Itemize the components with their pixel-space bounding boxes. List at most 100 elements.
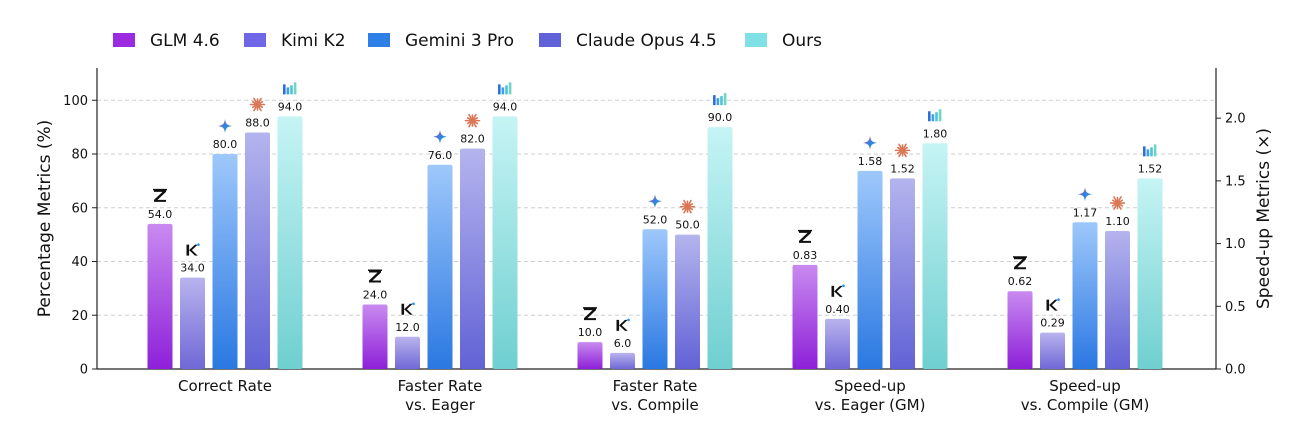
claude-asterisk-icon [1109, 196, 1126, 210]
bars-logo-icon [283, 82, 297, 95]
y-tick-label-right: 1.0 [1225, 237, 1246, 252]
category-label: vs. Eager (GM) [815, 396, 926, 414]
bars-logo-icon [928, 109, 942, 122]
legend-swatch-glm-4-6 [113, 33, 135, 47]
value-label-kimi-k2-1: 12.0 [395, 321, 420, 334]
claude-asterisk-icon [464, 113, 481, 128]
bar-claude-opus-4-5-3 [890, 178, 915, 369]
legend-label-claude-opus-4-5: Claude Opus 4.5 [576, 31, 717, 51]
gemini-sparkle-icon [218, 119, 232, 133]
bar-claude-opus-4-5-2 [675, 234, 700, 369]
legend-label-kimi-k2: Kimi K2 [281, 31, 346, 51]
bars-logo-icon [1143, 144, 1157, 157]
zhipu-z-icon [1013, 256, 1027, 270]
claude-asterisk-icon [249, 97, 266, 112]
bar-gemini-3-pro-0 [212, 154, 238, 369]
category-label: Faster Rate [398, 377, 483, 395]
value-label-ours-3: 1.80 [923, 127, 948, 140]
y-tick-label-left: 80 [71, 148, 88, 163]
bar-ours-1 [492, 116, 518, 369]
y-tick-label-left: 0 [80, 363, 88, 378]
zhipu-z-icon [368, 269, 382, 283]
y-axis-label-right: Speed-up Metrics (×) [1254, 128, 1274, 309]
bar-claude-opus-4-5-0 [245, 132, 270, 369]
y-tick-label-left: 40 [71, 255, 88, 270]
value-label-gemini-3-pro-3: 1.58 [858, 155, 883, 168]
bar-kimi-k2-4 [1040, 332, 1065, 369]
value-label-ours-2: 90.0 [708, 111, 733, 124]
value-label-ours-1: 94.0 [493, 100, 518, 113]
y-tick-label-left: 20 [71, 309, 88, 324]
y-tick-label-right: 1.5 [1225, 174, 1246, 189]
bar-claude-opus-4-5-4 [1105, 231, 1130, 369]
gemini-sparkle-icon [863, 135, 877, 150]
bar-ours-2 [707, 127, 733, 369]
zhipu-z-icon [583, 307, 597, 321]
y-tick-label-right: 2.0 [1225, 112, 1246, 127]
bars [147, 116, 1163, 369]
bar-glm-4-6-3 [792, 264, 818, 369]
bar-kimi-k2-3 [825, 318, 850, 369]
gemini-sparkle-icon [1078, 187, 1092, 202]
y-tick-label-right: 0.5 [1225, 300, 1246, 315]
bar-gemini-3-pro-1 [427, 164, 453, 369]
bar-glm-4-6-1 [362, 304, 388, 369]
category-label: Correct Rate [178, 377, 272, 395]
value-labels: 54.0 34.0 80.0 88.0 94.0 24.0 12.0 76.0 82.0 94.0… [148, 100, 1163, 350]
category-label: Speed-up [834, 377, 905, 395]
bar-glm-4-6-0 [147, 223, 173, 369]
value-label-glm-4-6-4: 0.62 [1008, 275, 1033, 288]
model-icons [153, 82, 1157, 331]
value-label-kimi-k2-4: 0.29 [1040, 317, 1065, 330]
value-label-gemini-3-pro-2: 52.0 [643, 213, 668, 226]
kimi-k-icon [401, 302, 415, 315]
kimi-k-icon [1046, 298, 1060, 311]
value-label-claude-opus-4-5-0: 88.0 [245, 117, 270, 130]
legend-swatch-ours [745, 33, 767, 47]
legend-label-ours: Ours [782, 31, 822, 51]
claude-asterisk-icon [894, 143, 911, 158]
legend-label-glm-4-6: GLM 4.6 [150, 31, 220, 51]
bar-kimi-k2-1 [395, 336, 420, 369]
bars-logo-icon [498, 82, 512, 95]
value-label-kimi-k2-0: 34.0 [180, 262, 205, 275]
value-label-gemini-3-pro-0: 80.0 [213, 138, 238, 151]
legend-label-gemini-3-pro: Gemini 3 Pro [405, 31, 514, 51]
value-label-kimi-k2-2: 6.0 [614, 337, 632, 350]
y-tick-label-right: 0.0 [1225, 363, 1246, 378]
y-tick-label-left: 60 [71, 201, 88, 216]
bar-kimi-k2-0 [180, 277, 205, 369]
value-label-gemini-3-pro-1: 76.0 [428, 149, 453, 162]
bar-gemini-3-pro-4 [1072, 222, 1098, 369]
bar-claude-opus-4-5-1 [460, 148, 485, 369]
zhipu-z-icon [798, 229, 812, 243]
bar-ours-4 [1137, 178, 1163, 369]
bar-glm-4-6-4 [1007, 291, 1033, 369]
bar-glm-4-6-2 [577, 342, 603, 369]
category-label: vs. Eager [405, 396, 476, 414]
bar-ours-3 [922, 143, 948, 369]
value-label-glm-4-6-3: 0.83 [793, 249, 818, 262]
legend-swatch-gemini-3-pro [368, 33, 390, 47]
value-label-glm-4-6-2: 10.0 [578, 326, 603, 339]
y-axis-label-left: Percentage Metrics (%) [35, 120, 55, 318]
bar-ours-0 [277, 116, 303, 369]
value-label-claude-opus-4-5-2: 50.0 [675, 219, 700, 232]
category-label: Faster Rate [613, 377, 698, 395]
y-tick-label-left: 100 [63, 94, 88, 109]
gemini-sparkle-icon [433, 129, 447, 144]
zhipu-z-icon [153, 188, 167, 202]
bars-logo-icon [713, 93, 727, 106]
value-label-claude-opus-4-5-1: 82.0 [460, 133, 485, 146]
value-label-ours-0: 94.0 [278, 100, 303, 113]
legend: GLM 4.6 Kimi K2 Gemini 3 Pro Claude Opus 4.… [113, 31, 822, 51]
value-label-glm-4-6-1: 24.0 [363, 289, 388, 302]
kimi-k-icon [186, 243, 200, 256]
value-label-glm-4-6-0: 54.0 [148, 208, 173, 221]
bar-gemini-3-pro-2 [642, 229, 668, 369]
category-label: vs. Compile [611, 396, 699, 414]
bar-kimi-k2-2 [610, 352, 635, 369]
value-label-ours-4: 1.52 [1138, 162, 1163, 175]
